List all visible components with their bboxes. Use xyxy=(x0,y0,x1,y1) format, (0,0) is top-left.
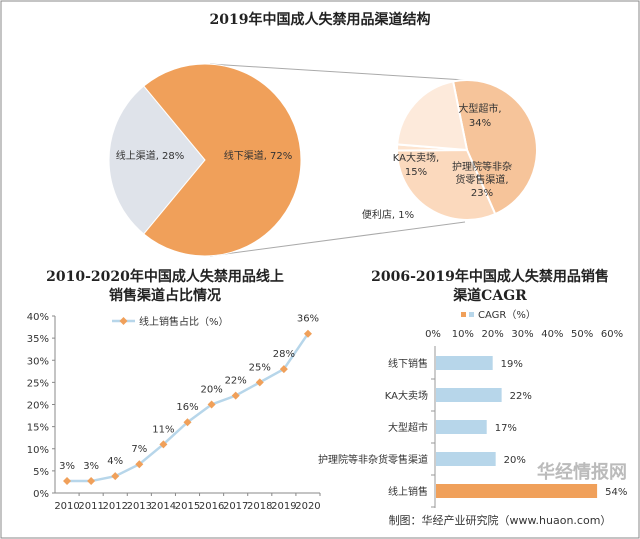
data-point xyxy=(303,329,312,338)
y-tick-label: 15% xyxy=(27,423,49,434)
legend-label: CAGR（%） xyxy=(478,309,536,321)
category-label: 护理院等非杂货零售渠道 xyxy=(318,453,428,466)
watermark: 华经情报网 xyxy=(537,461,627,483)
x-tick-label: 30% xyxy=(511,329,533,340)
connector-line xyxy=(209,63,466,81)
data-point xyxy=(255,378,264,387)
data-label: 11% xyxy=(152,424,174,435)
legend-swatch-orange xyxy=(461,312,466,317)
bar xyxy=(436,388,502,402)
x-tick-label: 2014 xyxy=(151,501,176,512)
bar xyxy=(436,484,598,498)
x-tick-label: 0% xyxy=(425,329,441,340)
sub-pie-slice xyxy=(451,79,538,216)
data-point xyxy=(63,477,72,486)
x-tick-label: 40% xyxy=(541,329,563,340)
y-tick-label: 5% xyxy=(33,467,49,478)
x-tick-label: 60% xyxy=(601,329,623,340)
bar-value-label: 22% xyxy=(510,391,532,402)
bar-value-label: 19% xyxy=(501,359,523,370)
sub-pie-label: 货零售渠道, xyxy=(455,173,508,186)
data-label: 36% xyxy=(297,314,319,325)
data-point xyxy=(111,472,120,481)
line-chart: 0%5%10%15%20%25%30%35%40%201020112012201… xyxy=(27,312,321,512)
data-label: 3% xyxy=(83,461,99,472)
pie-slice-offline xyxy=(143,63,302,257)
y-tick-label: 30% xyxy=(27,356,49,367)
data-label: 7% xyxy=(131,444,147,455)
y-tick-label: 10% xyxy=(27,445,49,456)
x-tick-label: 50% xyxy=(571,329,593,340)
x-tick-label: 2017 xyxy=(223,501,248,512)
sub-pie-label: KA大卖场, xyxy=(393,151,439,164)
data-point xyxy=(135,460,144,469)
legend-label: 线上销售占比（%） xyxy=(139,315,229,328)
pie-slice-online xyxy=(108,85,206,235)
data-label: 3% xyxy=(59,461,75,472)
bar xyxy=(436,356,493,370)
category-label: 线上销售 xyxy=(388,485,428,498)
data-point xyxy=(87,477,96,486)
pie-label-offline: 线下渠道, 72% xyxy=(224,149,293,162)
data-label: 20% xyxy=(200,385,222,396)
x-tick-label: 20% xyxy=(482,329,504,340)
pie-label-online: 线上渠道, 28% xyxy=(116,149,185,162)
data-label: 4% xyxy=(107,456,123,467)
sub-pie-label: 23% xyxy=(471,188,493,199)
x-tick-label: 2020 xyxy=(295,501,320,512)
bar-title-2: 渠道CAGR xyxy=(452,287,527,304)
connector-line xyxy=(209,221,466,257)
bar-chart: CAGR（%） 0% 10% 20% 30% 40% 50% 60% 线下销售 19% KA大卖场 2… xyxy=(318,309,627,508)
data-point xyxy=(207,400,216,409)
bar-value-label: 20% xyxy=(504,455,526,466)
data-point xyxy=(279,365,288,374)
source-note: 制图：华经产业研究院（www.huaon.com） xyxy=(389,513,612,527)
data-label: 16% xyxy=(176,402,198,413)
x-tick-label: 2018 xyxy=(247,501,272,512)
bar-value-label: 17% xyxy=(495,423,517,434)
data-label: 28% xyxy=(273,349,295,360)
line-title: 2010-2020年中国成人失禁用品线上 xyxy=(46,268,284,285)
bar-value-label: 54% xyxy=(605,487,627,498)
y-tick-label: 20% xyxy=(27,401,49,412)
bar xyxy=(436,420,487,434)
sub-pie-label: 15% xyxy=(405,167,427,178)
pie-title: 2019年中国成人失禁用品渠道结构 xyxy=(210,11,431,28)
sub-pie-label: 34% xyxy=(469,118,491,129)
sub-pie-slice xyxy=(396,80,469,152)
y-tick-label: 25% xyxy=(27,378,49,389)
y-tick-label: 35% xyxy=(27,334,49,345)
x-tick-label: 2019 xyxy=(271,501,296,512)
x-tick-label: 2012 xyxy=(103,501,128,512)
legend-swatch-blue xyxy=(469,312,474,317)
category-label: 线下销售 xyxy=(388,357,428,370)
sub-pie-label: 便利店, 1% xyxy=(362,208,414,221)
category-label: 大型超市 xyxy=(388,421,428,434)
sub-pie-slice xyxy=(395,148,497,221)
sub-pie-label: 护理院等非杂 xyxy=(452,160,512,173)
x-tick-label: 10% xyxy=(452,329,474,340)
x-tick-label: 2015 xyxy=(175,501,200,512)
y-tick-label: 40% xyxy=(27,312,49,323)
legend-marker xyxy=(119,317,128,325)
category-label: KA大卖场 xyxy=(385,389,428,402)
x-tick-label: 2011 xyxy=(78,501,103,512)
data-point xyxy=(231,391,240,400)
x-tick-label: 2013 xyxy=(127,501,152,512)
x-tick-label: 2010 xyxy=(54,501,79,512)
data-point xyxy=(159,440,168,449)
data-point xyxy=(183,418,192,427)
bar xyxy=(436,452,496,466)
x-tick-label: 2016 xyxy=(199,501,224,512)
data-label: 22% xyxy=(225,376,247,387)
bar-title: 2006-2019年中国成人失禁用品销售 xyxy=(371,268,609,285)
pie-chart: 线上渠道, 28% 线下渠道, 72% 大型超市, 34% 护理院等非杂货零售渠道, 23… xyxy=(108,63,538,257)
sub-pie-label: 大型超市, xyxy=(458,102,501,115)
y-tick-label: 0% xyxy=(33,489,49,500)
data-label: 25% xyxy=(249,362,271,373)
line-title-2: 销售渠道占比情况 xyxy=(109,287,221,304)
